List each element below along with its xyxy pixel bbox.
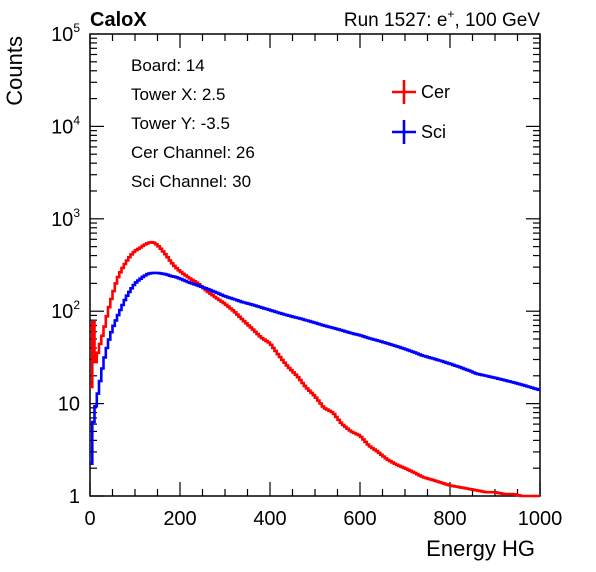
y-tick-label: 10 xyxy=(58,394,80,416)
header-right-title: Run 1527: e+, 100 GeV xyxy=(344,7,540,31)
legend-label: Sci xyxy=(421,122,446,142)
y-tick-label: 102 xyxy=(51,298,80,323)
legend-label: Cer xyxy=(421,82,450,102)
info-box: Board: 14 Tower X: 2.5 Tower Y: -3.5 Cer Ch… xyxy=(131,56,255,191)
x-tick-label: 800 xyxy=(433,508,466,530)
x-tick-labels: 0 200 400 600 800 1000 xyxy=(84,508,562,530)
info-line: Tower Y: -3.5 xyxy=(131,114,230,133)
series-cer xyxy=(90,240,540,498)
y-tick-label: 105 xyxy=(51,21,80,46)
y-tick-label: 1 xyxy=(69,486,80,508)
x-tick-label: 200 xyxy=(163,508,196,530)
x-tick-label: 600 xyxy=(343,508,376,530)
x-tick-label: 400 xyxy=(253,508,286,530)
info-line: Sci Channel: 30 xyxy=(131,172,251,191)
info-line: Cer Channel: 26 xyxy=(131,143,255,162)
y-tick-label: 104 xyxy=(51,113,80,138)
x-axis-title: Energy HG xyxy=(426,536,535,561)
x-tick-label: 1000 xyxy=(518,508,563,530)
header-left-title: CaloX xyxy=(90,9,147,31)
info-line: Tower X: 2.5 xyxy=(131,85,226,104)
y-tick-label: 103 xyxy=(51,206,80,231)
series-sci xyxy=(90,271,540,465)
series-layer xyxy=(90,240,540,498)
x-tick-label: 0 xyxy=(84,508,95,530)
y-axis-title: Counts xyxy=(2,36,27,106)
y-tick-labels: 1 10 102 103 104 105 xyxy=(51,21,80,508)
info-line: Board: 14 xyxy=(131,56,205,75)
legend: Cer Sci xyxy=(392,80,450,144)
